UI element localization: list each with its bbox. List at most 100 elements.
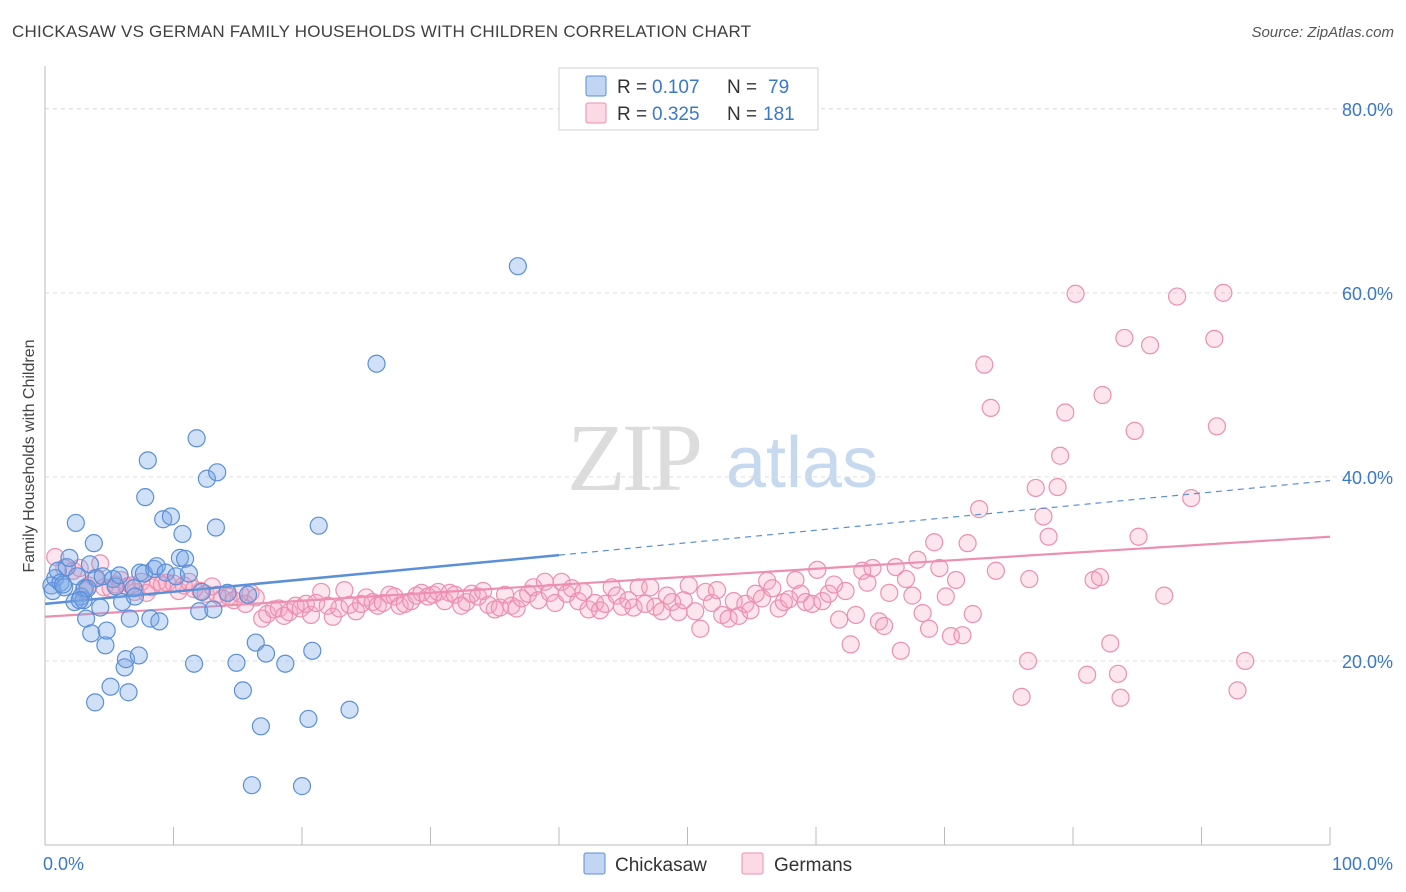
chickasaw-point [192,582,211,602]
germans-point [264,600,283,619]
chickasaw-point [82,624,101,643]
chickasaw-point [161,507,181,526]
germans-point [846,605,865,625]
chickasaw-point [136,488,155,507]
x-tick-label: 0.0% [43,854,84,874]
chickasaw-point [303,641,322,660]
germans-point [1115,328,1134,348]
germans-point [624,598,643,617]
chickasaw-point [179,564,199,583]
germans-point [646,597,665,616]
germans-point [1026,478,1045,498]
germans-point [507,599,526,618]
chickasaw-point [238,585,258,604]
chickasaw-point [170,548,190,567]
germans-point [863,558,882,578]
germans-point [830,610,849,629]
germans-point [913,603,932,623]
germans-point [1090,568,1110,587]
chickasaw-point [367,354,386,373]
stats-r-value-pink: 0.325 [652,104,700,125]
chickasaw-point [256,644,276,663]
chickasaw-point [60,548,79,567]
germans-point [919,619,939,638]
chickasaw-point [125,587,145,606]
chickasaw-point [86,693,105,712]
stats-n-value-pink: 181 [763,104,795,125]
y-tick-label: 40.0% [1342,468,1393,488]
germans-point [696,582,715,602]
germans-point [707,580,727,600]
chickasaw-point [204,600,223,619]
chickasaw-point [91,598,110,617]
chickasaw-point [227,653,246,672]
germans-point [774,592,793,612]
legend-label-germans: Germans [774,855,852,876]
chickasaw-point [96,636,115,655]
germans-point [686,602,705,621]
stats-r-label-pink: R = [617,104,647,125]
germans-point [746,584,765,603]
chickasaw-point [218,583,237,602]
germans-point [970,500,989,519]
stats-r-label-blue: R = [617,77,647,98]
germans-point [691,619,710,638]
germans-point [679,576,698,595]
watermark-atlas: atlas [726,423,878,503]
germans-point [1066,284,1085,303]
stats-legend-box [558,67,819,131]
chickasaw-point [184,654,204,673]
chickasaw-point [292,777,312,796]
germans-point [1020,569,1039,589]
germans-point [1236,651,1255,671]
chickasaw-point [175,549,195,568]
germans-point [958,534,977,553]
germans-point [1214,283,1233,302]
germans-point [986,561,1006,580]
germans-point [953,626,972,645]
germans-point [1056,403,1075,422]
germans-point [891,641,910,660]
legend-swatch-chickasaw [583,852,606,875]
germans-point [803,594,822,613]
germans-point [875,616,894,636]
legend-swatch-germans [741,852,764,875]
germans-point [318,596,337,615]
chickasaw-point [299,709,318,729]
germans-point [824,575,844,594]
chickasaw-point [309,516,328,535]
germans-point [301,605,321,625]
germans-point [1039,527,1058,546]
stats-n-label-pink: N = [727,104,757,125]
germans-point [936,587,955,606]
germans-point [786,570,805,590]
chickasaw-point [187,429,206,448]
germans-point [1129,527,1148,546]
chickasaw-point [106,577,125,596]
y-tick-label: 60.0% [1342,284,1393,304]
chickasaw-point [145,559,164,579]
axes [44,66,1331,846]
germans-point [896,569,916,589]
stats-legend: R = 0.107 N = 79 R = 0.325 N = 181 [558,67,819,131]
x-tick-label: 100.0% [1332,854,1393,874]
stats-n-value-blue: 79 [768,77,789,98]
chart-source: Source: ZipAtlas.com [1251,24,1394,41]
tick-labels: 20.0% 40.0% 60.0% 80.0% 0.0% 100.0% [43,100,1393,874]
watermark-zip: ZIP [567,404,700,511]
germans-point [719,609,738,628]
germans-point [946,570,966,590]
germans-point [1155,586,1174,605]
germans-point [963,604,982,624]
chickasaw-point [208,463,227,482]
y-tick-label: 80.0% [1342,100,1393,120]
legend-label-chickasaw: Chickasaw [615,855,707,876]
germans-point [641,578,660,597]
chickasaw-point [340,700,359,719]
chickasaw-point [110,566,129,585]
chickasaw-point [84,534,103,553]
germans-point [502,596,521,615]
germans-point [981,398,1000,417]
germans-point [741,601,760,620]
